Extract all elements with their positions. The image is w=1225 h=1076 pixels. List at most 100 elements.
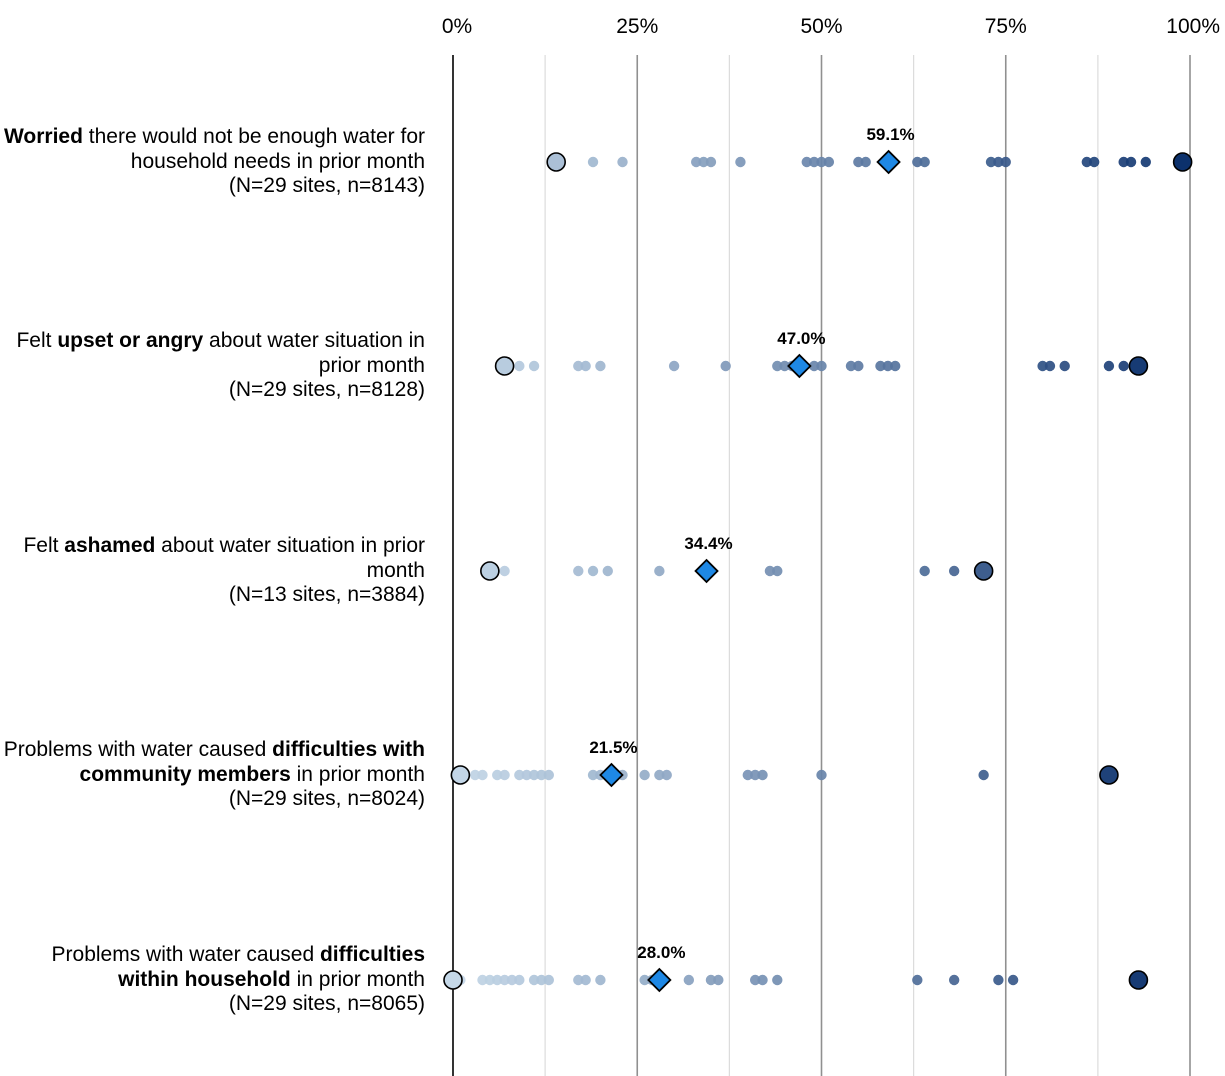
site-point [543,974,555,986]
site-point [801,156,812,168]
site-point [705,156,717,168]
site-point [536,769,547,781]
min-site-point [494,356,515,376]
site-point [499,565,510,577]
row-label-text: Felt [23,534,65,557]
row-label-bold-text: upset or angry [57,329,204,352]
site-point [639,769,650,781]
site-point [735,156,746,168]
site-point [587,769,599,781]
row-label-bold-text: ashamed [64,534,156,557]
min-site-point [480,561,500,581]
row-label-text: Problems with water caused [51,943,320,966]
site-point [587,156,599,168]
min-site-point [546,152,566,172]
site-point [808,156,820,168]
min-site-point [450,765,471,785]
site-point [506,974,518,986]
site-point [764,565,776,577]
site-point [617,156,628,168]
row-label-bold-text: Worried [3,125,83,148]
site-point [772,565,783,577]
row-sample-size: (N=29 sites, n=8024) [228,787,425,810]
row-label-text: in prior month [290,967,425,991]
site-point [853,156,864,168]
site-point [853,360,864,372]
site-point [1044,360,1056,372]
site-point [580,360,591,372]
site-point [993,156,1004,168]
mean-value-label: 47.0% [777,329,825,348]
site-point [1059,360,1070,372]
site-point [749,974,761,986]
site-point [477,974,488,986]
site-point [514,769,525,781]
mean-marker [694,558,719,584]
row-label-text: there would not be enough water for hous… [82,125,425,173]
mean-value-label: 34.4% [684,534,732,553]
site-point [720,360,731,372]
max-site-point [973,561,994,581]
min-site-point [443,970,463,990]
site-point [823,156,835,168]
site-point [528,360,540,372]
site-point [492,769,503,781]
mean-marker [876,149,901,175]
site-point [816,360,827,372]
site-point [499,974,510,986]
row-label-text: about water situation in prior month [203,329,425,377]
row-label-bold-text: difficulties with community members [79,738,425,786]
mean-marker [787,353,812,379]
row-sample-size: (N=29 sites, n=8143) [228,174,425,197]
mean-value-label: 28.0% [637,943,685,962]
site-point [543,769,555,781]
site-point [816,156,827,168]
site-point [477,769,488,781]
site-point [882,360,894,372]
x-tick-label: 25% [616,15,658,38]
site-point [661,769,672,781]
row-label: Problems with water caused difficulties … [0,943,425,1017]
site-point [691,156,702,168]
site-point [1125,156,1137,168]
row-label: Felt upset or angry about water situatio… [0,329,425,403]
site-point [1007,974,1019,986]
row-label: Worried there would not be enough water … [0,125,425,199]
site-point [948,974,960,986]
site-point [573,974,584,986]
max-site-point [1128,970,1149,990]
max-site-point [1099,765,1119,785]
site-point [602,565,613,577]
mean-marker [647,967,672,993]
site-point [772,360,783,372]
site-point [808,360,820,372]
site-point [683,974,695,986]
site-point [528,769,540,781]
site-point [654,565,665,577]
site-point [469,769,481,781]
site-point [536,974,547,986]
site-point [1118,360,1129,372]
mean-value-label: 21.5% [589,738,637,757]
site-point [698,156,709,168]
site-point [587,565,599,577]
site-point [919,156,930,168]
site-point [860,156,871,168]
site-point [705,974,717,986]
row-label-text: about water situation in prior month [155,534,425,582]
max-site-point [1128,356,1149,376]
site-point [875,360,886,372]
row-sample-size: (N=29 sites, n=8065) [228,992,425,1015]
site-point [580,974,591,986]
mean-value-label: 59.1% [866,125,914,144]
site-point [1103,360,1115,372]
site-point [492,974,503,986]
site-point [919,565,930,577]
site-point [639,974,650,986]
site-point [484,974,496,986]
site-point [912,156,923,168]
site-point [912,974,923,986]
site-point [993,974,1004,986]
site-point [985,156,997,168]
